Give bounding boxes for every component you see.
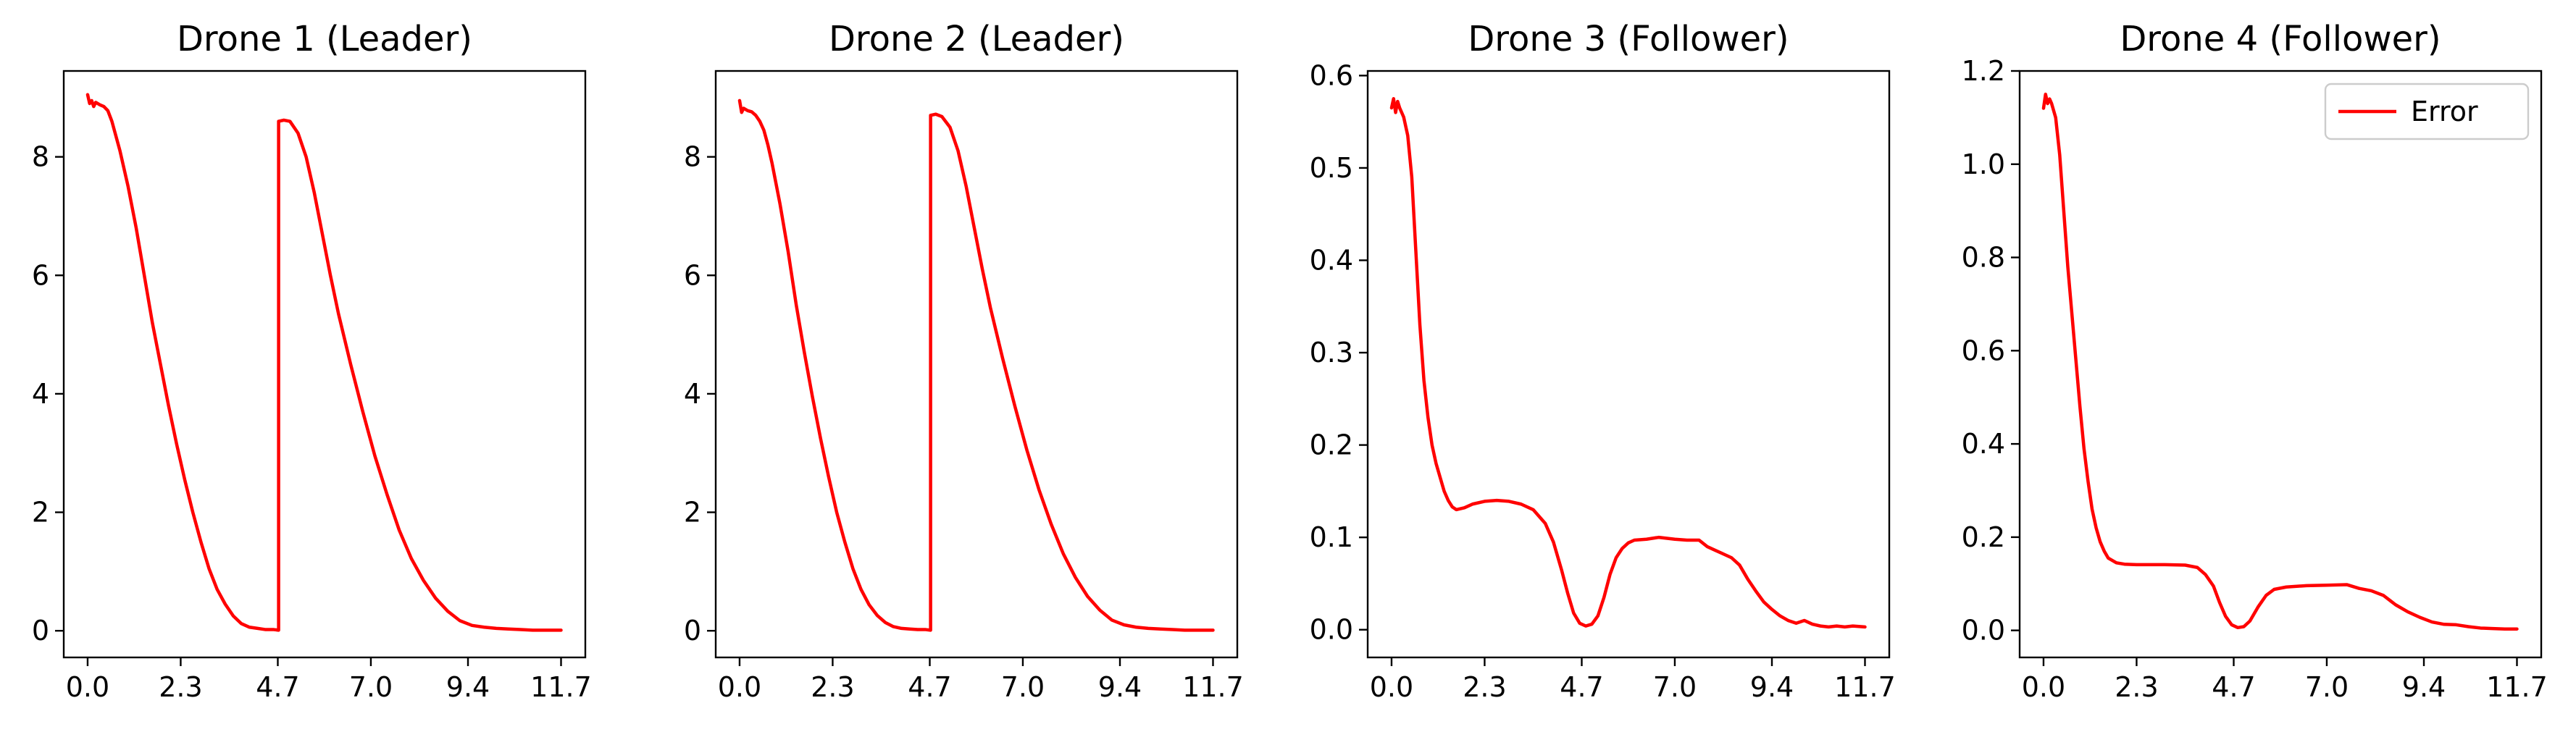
panel-2-series-line-1 <box>737 98 1215 632</box>
panel-3-series-line-1 <box>1389 97 1867 629</box>
panel-4-y-tick-label-6: 1.0 <box>1962 148 2005 180</box>
panel-4-x-tick-label-5: 9.4 <box>2402 671 2446 703</box>
panel-3-x-tick-label-2: 2.3 <box>1463 671 1506 703</box>
panel-2-x-tick-label-3: 4.7 <box>908 671 951 703</box>
panel-2-x-tick-label-5: 9.4 <box>1098 671 1142 703</box>
panel-2-x-tick-label-6: 11.7 <box>1182 671 1244 703</box>
panel-4-title: Drone 4 (Follower) <box>2120 19 2441 59</box>
panel-2-y-tick-label-4: 6 <box>684 259 701 291</box>
panel-3-x-tick-label-5: 9.4 <box>1750 671 1794 703</box>
panel-2-x-tick-label-2: 2.3 <box>811 671 854 703</box>
panel-2-y-tick-label-2: 2 <box>684 497 701 529</box>
panel-4-axes-frame <box>2018 70 2543 659</box>
legend-label: Error <box>2411 96 2478 127</box>
panel-1-title: Drone 1 (Leader) <box>177 19 472 59</box>
panel-4-y-tick-label-2: 0.2 <box>1962 521 2005 553</box>
panel-3-y-tick-label-4: 0.3 <box>1310 337 1353 369</box>
panel-3-x-tick-label-1: 0.0 <box>1370 671 1413 703</box>
panel-1-axes-frame <box>62 70 587 659</box>
panel-1-x-tick-label-5: 9.4 <box>446 671 490 703</box>
panel-1-y-tick-label-2: 2 <box>32 497 49 529</box>
panel-3-x-tick-label-4: 7.0 <box>1653 671 1697 703</box>
panel-3-x-tick-label-3: 4.7 <box>1560 671 1603 703</box>
panel-3-y-tick-label-1: 0.0 <box>1310 614 1353 646</box>
panel-1-y-tick-label-1: 0 <box>32 615 49 647</box>
panel-1: Drone 1 (Leader) 0.0 2.3 4.7 7.0 9.4 11.7 0 2 4 6… <box>32 19 592 703</box>
panel-4-y-tick-label-1: 0.0 <box>1962 615 2005 647</box>
panel-1-y-tick-label-3: 4 <box>32 378 49 410</box>
panel-2-y-tick-label-3: 4 <box>684 378 701 410</box>
panel-2: Drone 2 (Leader) 0.0 2.3 4.7 7.0 9.4 11.7 0 2 4 6… <box>684 19 1244 703</box>
panel-1-x-tick-label-6: 11.7 <box>530 671 592 703</box>
panel-1-series-line-1 <box>85 93 563 632</box>
panel-4-x-tick-label-6: 11.7 <box>2486 671 2548 703</box>
legend-box <box>2324 83 2530 140</box>
panel-1-x-tick-label-1: 0.0 <box>66 671 109 703</box>
panel-4-y-tick-label-4: 0.6 <box>1962 335 2005 366</box>
panel-2-axes-frame <box>714 70 1239 659</box>
panel-1-y-tick-label-4: 6 <box>32 259 49 291</box>
panel-1-x-tick-label-4: 7.0 <box>349 671 393 703</box>
panel-4-x-tick-label-4: 7.0 <box>2305 671 2349 703</box>
panel-3-title: Drone 3 (Follower) <box>1468 19 1789 59</box>
panel-3-y-tick-label-5: 0.4 <box>1310 244 1353 276</box>
panel-4: Drone 4 (Follower) 0.0 2.3 4.7 7.0 9.4 11.7 0.… <box>1962 19 2548 703</box>
panel-4-y-tick-label-7: 1.2 <box>1962 55 2005 87</box>
panel-2-title: Drone 2 (Leader) <box>829 19 1124 59</box>
panel-3: Drone 3 (Follower) 0.0 2.3 4.7 7.0 9.4 11.7 0.… <box>1310 19 1896 703</box>
panel-3-y-tick-label-3: 0.2 <box>1310 429 1353 461</box>
panel-4-y-tick-label-5: 0.8 <box>1962 242 2005 274</box>
panel-2-y-tick-label-5: 8 <box>684 141 701 173</box>
panel-3-y-tick-label-7: 0.6 <box>1310 59 1353 91</box>
panel-1-x-tick-label-3: 4.7 <box>256 671 299 703</box>
panel-3-x-tick-label-6: 11.7 <box>1834 671 1896 703</box>
panel-4-series-line-1 <box>2041 92 2519 631</box>
panel-4-y-tick-label-3: 0.4 <box>1962 428 2005 460</box>
panel-4-x-tick-label-3: 4.7 <box>2212 671 2255 703</box>
panel-4-x-tick-label-1: 0.0 <box>2022 671 2065 703</box>
panel-1-x-tick-label-2: 2.3 <box>159 671 202 703</box>
panel-3-axes-frame <box>1366 70 1891 659</box>
panel-4-legend: Error <box>2324 83 2530 140</box>
panel-3-y-tick-label-6: 0.5 <box>1310 152 1353 184</box>
panel-2-x-tick-label-4: 7.0 <box>1001 671 1045 703</box>
panel-3-y-tick-label-2: 0.1 <box>1310 521 1353 553</box>
panel-4-x-tick-label-2: 2.3 <box>2115 671 2158 703</box>
panel-2-y-tick-label-1: 0 <box>684 615 701 647</box>
panel-2-x-tick-label-1: 0.0 <box>718 671 761 703</box>
panel-1-y-tick-label-5: 8 <box>32 141 49 173</box>
